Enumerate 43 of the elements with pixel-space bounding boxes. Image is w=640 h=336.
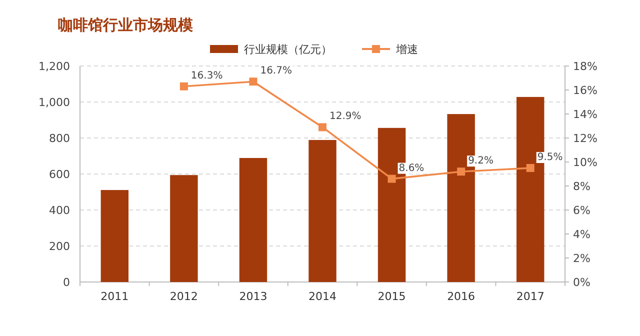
y-tick-label: 800 <box>49 132 70 145</box>
x-tick-label: 2013 <box>239 290 268 303</box>
data-label: 16.3% <box>190 70 223 82</box>
y2-tick-label: 0% <box>573 276 590 289</box>
point <box>388 174 396 183</box>
y2-tick-label: 8% <box>573 180 590 193</box>
y-tick-label: 0 <box>63 276 70 289</box>
data-label: 16.7% <box>260 66 292 77</box>
point <box>249 78 258 86</box>
y2-tick-label: 12% <box>573 132 598 145</box>
y2-tick-label: 10% <box>573 156 598 169</box>
y2-tick-label: 16% <box>573 84 598 97</box>
legend-label: 行业规模（亿元） <box>244 43 332 56</box>
y2-tick-label: 2% <box>573 252 590 265</box>
y2-tick-label: 14% <box>573 108 598 121</box>
bar <box>239 158 268 282</box>
x-tick-label: 2015 <box>378 290 406 303</box>
y-tick-label: 400 <box>49 204 70 217</box>
data-label: 12.9% <box>330 111 362 122</box>
x-tick-label: 2014 <box>308 290 336 303</box>
y-tick-label: 200 <box>49 240 70 253</box>
bar <box>308 140 336 282</box>
x-tick-label: 2016 <box>447 290 476 303</box>
point <box>526 164 534 172</box>
y-tick-label: 600 <box>49 168 70 181</box>
y2-tick-label: 4% <box>573 228 590 241</box>
x-tick-label: 2011 <box>100 290 129 303</box>
legend-label: 增速 <box>395 43 418 56</box>
point <box>457 168 466 176</box>
data-label: 8.6% <box>398 162 424 174</box>
y-tick-label: 1,000 <box>38 96 70 109</box>
chart-title: 咖啡馆行业市场规模 <box>58 16 194 34</box>
bar <box>170 175 198 282</box>
x-tick-label: 2017 <box>516 290 544 303</box>
data-label: 9.5% <box>537 152 563 163</box>
point <box>180 82 188 90</box>
y2-tick-label: 18% <box>573 60 598 73</box>
y2-tick-label: 6% <box>573 204 590 217</box>
data-label: 9.2% <box>468 156 494 167</box>
point <box>318 123 326 132</box>
x-tick-label: 2012 <box>170 290 198 303</box>
y-tick-label: 1,200 <box>38 60 70 73</box>
bar <box>100 190 128 282</box>
